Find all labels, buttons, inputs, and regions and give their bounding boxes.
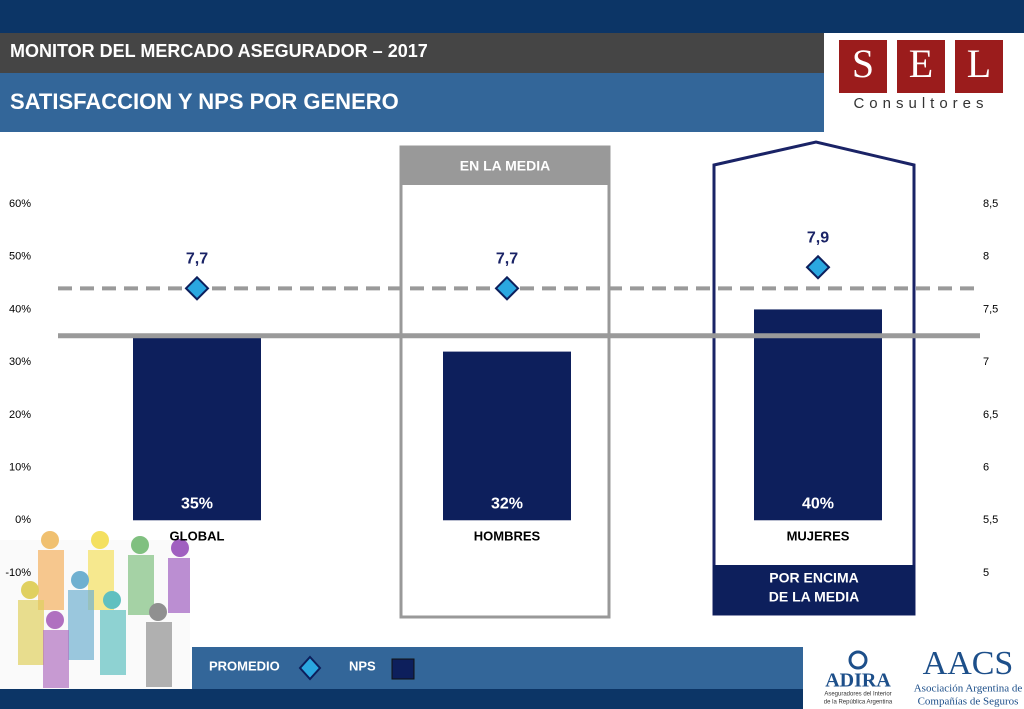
person (100, 610, 126, 675)
bar (133, 335, 261, 521)
logo-letter: L (967, 41, 991, 86)
person (46, 611, 64, 629)
adira-logo: ADIRA Aseguradores del Interior de la Re… (824, 650, 893, 706)
person (68, 590, 94, 660)
y-tick-label: 30% (9, 356, 31, 368)
person (168, 558, 190, 613)
person (71, 571, 89, 589)
y-tick-label: 0% (15, 514, 31, 526)
diamond-marker (494, 275, 520, 301)
annotation: POR ENCIMA (769, 570, 858, 586)
bottom-band (0, 689, 803, 709)
title: SATISFACCION Y NPS POR GENERO (10, 89, 399, 114)
y2-tick-label: 8 (983, 251, 989, 263)
logo-box (839, 40, 887, 93)
logo-letter: E (909, 41, 933, 86)
marker-value-label: 7,7 (186, 251, 208, 268)
y-tick-label: -10% (5, 567, 31, 579)
x-tick-label: MUJERES (787, 528, 850, 543)
bar-value-label: 32% (491, 496, 523, 513)
sel-logo: S E L Consultores (839, 40, 1003, 112)
logo-letter: S (852, 41, 874, 86)
person (18, 600, 44, 665)
logo-text: Asociación Argentina de (914, 683, 1023, 695)
highlight-footer (713, 565, 915, 615)
y2-tick-label: 7,5 (983, 303, 998, 315)
person (171, 539, 189, 557)
person (131, 536, 149, 554)
people-image (0, 531, 190, 690)
legend-swatch (391, 658, 415, 680)
y2-tick-label: 6,5 (983, 409, 998, 421)
logo-name: ADIRA (825, 670, 891, 692)
legend-swatch (298, 655, 322, 681)
diamond-marker (805, 254, 831, 280)
y-tick-label: 10% (9, 461, 31, 473)
y2-tick-label: 8,5 (983, 198, 998, 210)
y2-tick-label: 7 (983, 356, 989, 368)
logo-name: AACS (923, 645, 1014, 682)
bar (754, 309, 882, 521)
title-band (0, 73, 824, 132)
y2-tick-label: 5 (983, 567, 989, 579)
aacs-logo: AACS Asociación Argentina de Compañías d… (914, 645, 1023, 708)
legend-band (192, 647, 803, 689)
person (91, 531, 109, 549)
marker-value-label: 7,9 (807, 229, 829, 246)
bar-value-label: 40% (802, 496, 834, 513)
top-band (0, 0, 1024, 33)
x-tick-label: GLOBAL (170, 528, 225, 543)
diamond-marker (184, 275, 210, 301)
person (128, 555, 154, 615)
subtitle-band (0, 33, 824, 73)
legend-label: PROMEDIO (209, 658, 280, 673)
person (103, 591, 121, 609)
y-tick-label: 40% (9, 303, 31, 315)
bar-value-label: 35% (181, 496, 213, 513)
logo-icon (848, 650, 868, 670)
person (146, 622, 172, 687)
legend-label: NPS (349, 658, 376, 673)
x-tick-label: HOMBRES (474, 528, 541, 543)
logo-text: Aseguradores del Interior (824, 692, 891, 698)
y2-tick-label: 5,5 (983, 514, 998, 526)
y-tick-label: 20% (9, 409, 31, 421)
logo-box (897, 40, 945, 93)
person (43, 630, 69, 688)
logo-text: Compañías de Seguros (918, 696, 1019, 708)
y-tick-label: 60% (9, 198, 31, 210)
subtitle: MONITOR DEL MERCADO ASEGURADOR – 2017 (10, 41, 428, 61)
person (41, 531, 59, 549)
y-tick-label: 50% (9, 251, 31, 263)
logo-box (955, 40, 1003, 93)
logo-text: de la República Argentina (824, 700, 893, 706)
person (21, 581, 39, 599)
annotation: DE LA MEDIA (769, 589, 859, 605)
annotation: EN LA MEDIA (460, 158, 550, 174)
y2-tick-label: 6 (983, 461, 989, 473)
highlight-header (400, 146, 610, 185)
bar (443, 351, 571, 521)
logo-text: Consultores (853, 95, 988, 112)
person (149, 603, 167, 621)
marker-value-label: 7,7 (496, 251, 518, 268)
